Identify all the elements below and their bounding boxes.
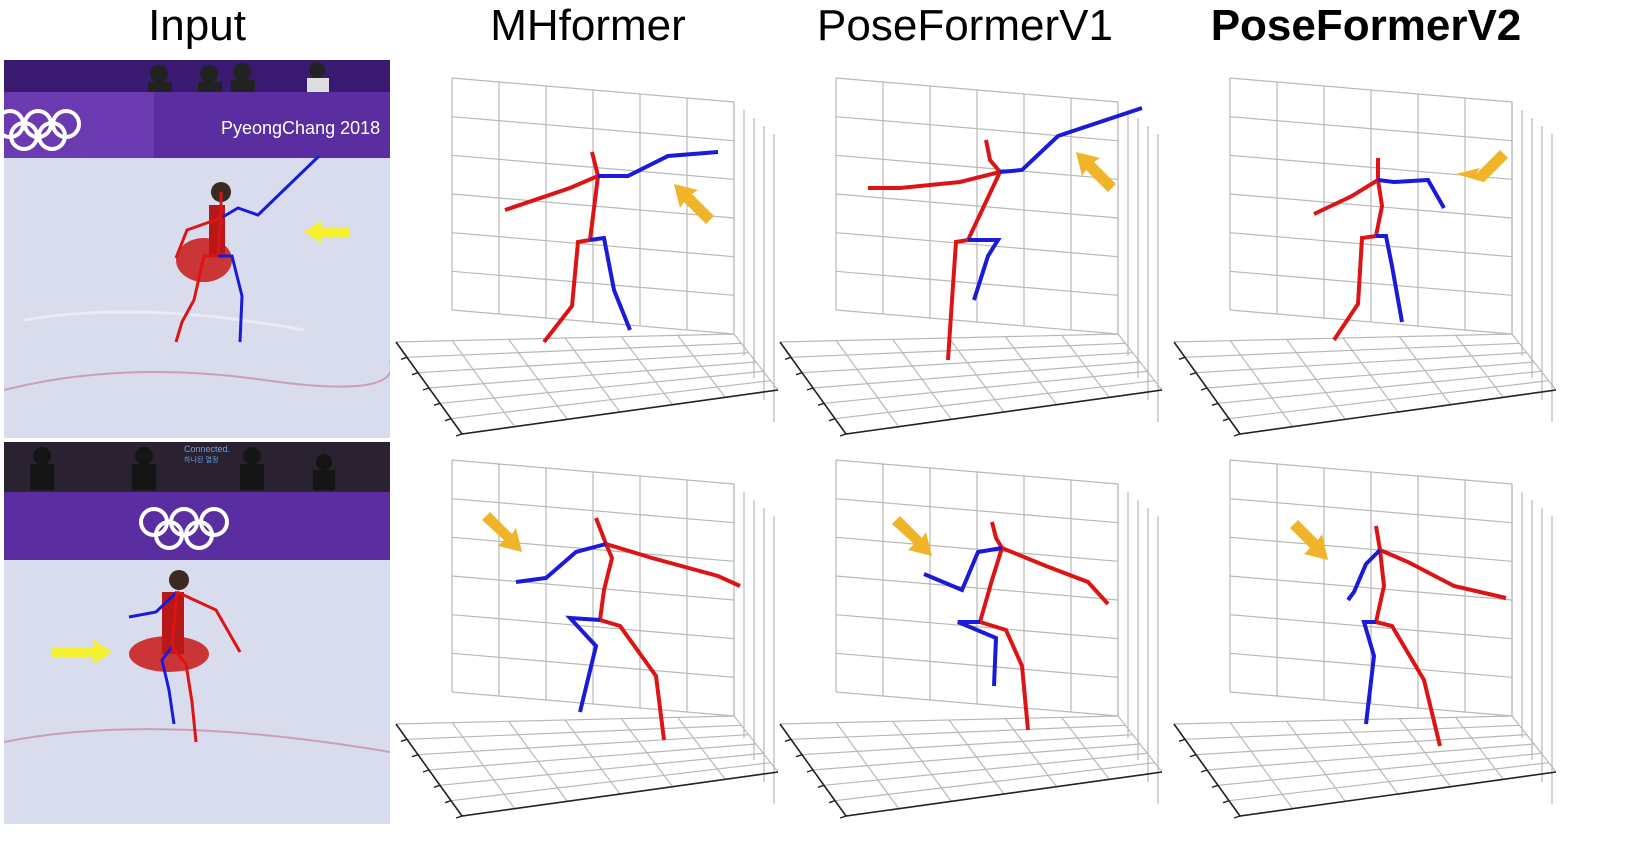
axis-tick <box>1222 418 1230 422</box>
3d-grid <box>779 459 1163 819</box>
axis-tick <box>1178 738 1186 742</box>
column-header-input: Input <box>148 1 246 50</box>
axis-tick <box>1200 387 1208 391</box>
axis-tick <box>1233 433 1241 437</box>
axis-tick <box>1178 356 1186 360</box>
axis-tick <box>422 387 430 391</box>
axis-tick <box>444 418 452 422</box>
axis-tick <box>839 433 847 437</box>
olympic-rings-icon <box>4 109 81 151</box>
3d-grid <box>1173 459 1557 819</box>
axis-tick <box>444 800 452 804</box>
pose-panel-poseformerv2-top <box>1170 60 1562 448</box>
banner-text-connected: Connected. <box>184 444 230 454</box>
axis-tick <box>411 372 419 376</box>
axis-tick <box>455 433 463 437</box>
axis-tick <box>784 738 792 742</box>
axis-tick <box>422 769 430 773</box>
3d-grid <box>779 77 1163 437</box>
axis-tick <box>1211 402 1219 406</box>
column-header-poseformerv1: PoseFormerV1 <box>817 1 1113 50</box>
skeleton-left-chain <box>504 151 601 212</box>
axis-tick <box>1222 800 1230 804</box>
arrow-icon <box>674 184 714 224</box>
arrow-icon <box>1290 520 1328 560</box>
input-photo-bottom: Connected. 하나된 열정 <box>4 442 390 824</box>
column-header-mhformer: MHformer <box>490 1 686 50</box>
arrow-icon <box>1076 152 1116 192</box>
banner-text-pyeongchang: PyeongChang 2018 <box>221 118 380 138</box>
column-header-poseformerv2: PoseFormerV2 <box>1210 1 1522 50</box>
axis-tick <box>1200 769 1208 773</box>
banner-text-korean: 하나된 열정 <box>184 455 218 464</box>
input-photo-top: PyeongChang 2018 <box>4 60 390 438</box>
axis-tick <box>795 754 803 758</box>
axis-tick <box>795 372 803 376</box>
3d-grid <box>395 77 779 437</box>
axis-tick <box>806 769 814 773</box>
pose-panel-mhformer-top <box>392 60 784 448</box>
arrow-icon <box>1456 150 1508 184</box>
axis-tick <box>1211 784 1219 788</box>
axis-tick <box>806 387 814 391</box>
axis-tick <box>400 738 408 742</box>
pose-panel-poseformerv1-bottom <box>776 442 1168 830</box>
pose-panel-poseformerv2-bottom <box>1170 442 1562 830</box>
arrow-icon <box>892 516 932 556</box>
olympic-rings-icon <box>139 507 229 550</box>
axis-tick <box>1189 754 1197 758</box>
arrow-icon <box>304 220 350 244</box>
axis-tick <box>828 800 836 804</box>
axis-tick <box>433 402 441 406</box>
axis-tick <box>411 754 419 758</box>
pose-panel-poseformerv1-top <box>776 60 1168 448</box>
axis-tick <box>1189 372 1197 376</box>
axis-tick <box>1233 815 1241 819</box>
pose-panel-mhformer-bottom <box>392 442 784 830</box>
axis-tick <box>433 784 441 788</box>
axis-tick <box>817 784 825 788</box>
3d-grid <box>1173 77 1557 437</box>
axis-tick <box>455 815 463 819</box>
axis-tick <box>400 356 408 360</box>
skeleton-right-arm <box>598 150 719 178</box>
arrow-icon <box>52 640 112 664</box>
arrow-icon <box>482 512 522 552</box>
skeleton-left-leg <box>542 238 591 344</box>
axis-tick <box>839 815 847 819</box>
axis-tick <box>817 402 825 406</box>
axis-tick <box>828 418 836 422</box>
skeleton-spine <box>588 175 600 241</box>
axis-tick <box>784 356 792 360</box>
skeleton-right-leg <box>589 235 632 331</box>
